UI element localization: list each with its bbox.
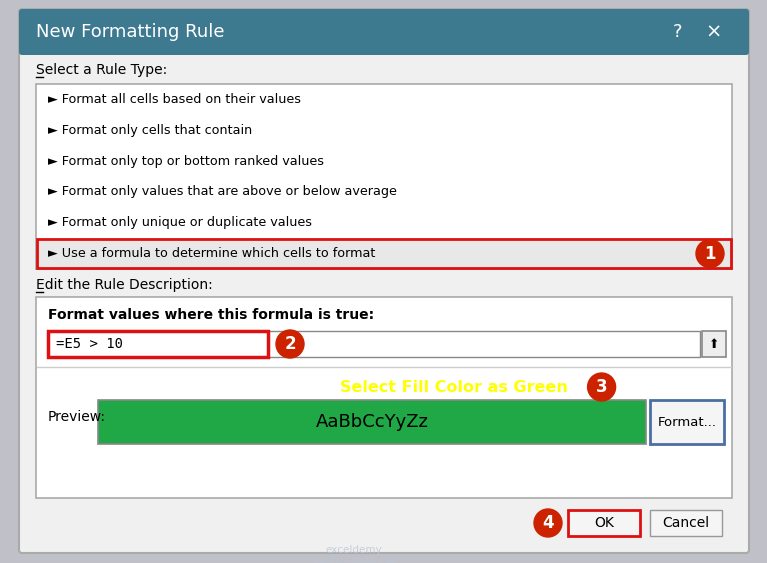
Text: 4: 4 bbox=[542, 514, 554, 532]
FancyBboxPatch shape bbox=[37, 239, 731, 268]
Text: ?: ? bbox=[673, 23, 683, 41]
Circle shape bbox=[276, 330, 304, 358]
Text: 1: 1 bbox=[704, 244, 716, 262]
Text: ⬆: ⬆ bbox=[709, 337, 719, 351]
Text: ► Format only values that are above or below average: ► Format only values that are above or b… bbox=[48, 185, 397, 198]
FancyBboxPatch shape bbox=[36, 84, 732, 269]
Text: ► Format only cells that contain: ► Format only cells that contain bbox=[48, 124, 252, 137]
FancyBboxPatch shape bbox=[650, 510, 722, 536]
Text: ► Use a formula to determine which cells to format: ► Use a formula to determine which cells… bbox=[48, 247, 375, 260]
Text: ×: × bbox=[706, 23, 723, 42]
Circle shape bbox=[588, 373, 616, 401]
FancyBboxPatch shape bbox=[19, 9, 749, 55]
Text: Cancel: Cancel bbox=[663, 516, 709, 530]
Text: Edit the Rule Description:: Edit the Rule Description: bbox=[36, 278, 212, 292]
Text: exceldemy: exceldemy bbox=[326, 545, 382, 555]
Text: EXCEL • DATA • BI: EXCEL • DATA • BI bbox=[313, 557, 395, 563]
Text: ► Format only top or bottom ranked values: ► Format only top or bottom ranked value… bbox=[48, 155, 324, 168]
Text: 2: 2 bbox=[285, 335, 296, 353]
Text: OK: OK bbox=[594, 516, 614, 530]
FancyBboxPatch shape bbox=[22, 44, 746, 54]
Text: =E5 > 10: =E5 > 10 bbox=[56, 337, 123, 351]
Text: ► Format only unique or duplicate values: ► Format only unique or duplicate values bbox=[48, 216, 312, 229]
Circle shape bbox=[534, 509, 562, 537]
FancyBboxPatch shape bbox=[702, 331, 726, 357]
Text: Preview:: Preview: bbox=[48, 410, 106, 424]
FancyBboxPatch shape bbox=[98, 400, 646, 444]
Text: New Formatting Rule: New Formatting Rule bbox=[36, 23, 225, 41]
Text: AaBbCcYyZz: AaBbCcYyZz bbox=[315, 413, 429, 431]
Text: Select Fill Color as Green: Select Fill Color as Green bbox=[340, 379, 568, 395]
Text: Select a Rule Type:: Select a Rule Type: bbox=[36, 63, 167, 77]
FancyBboxPatch shape bbox=[36, 297, 732, 498]
Circle shape bbox=[696, 240, 724, 267]
FancyBboxPatch shape bbox=[568, 510, 640, 536]
Text: ► Format all cells based on their values: ► Format all cells based on their values bbox=[48, 93, 301, 106]
FancyBboxPatch shape bbox=[19, 9, 749, 553]
FancyBboxPatch shape bbox=[48, 331, 700, 357]
Text: 3: 3 bbox=[596, 378, 607, 396]
FancyBboxPatch shape bbox=[650, 400, 724, 444]
Text: Format values where this formula is true:: Format values where this formula is true… bbox=[48, 308, 374, 322]
Text: Format...: Format... bbox=[657, 415, 716, 428]
